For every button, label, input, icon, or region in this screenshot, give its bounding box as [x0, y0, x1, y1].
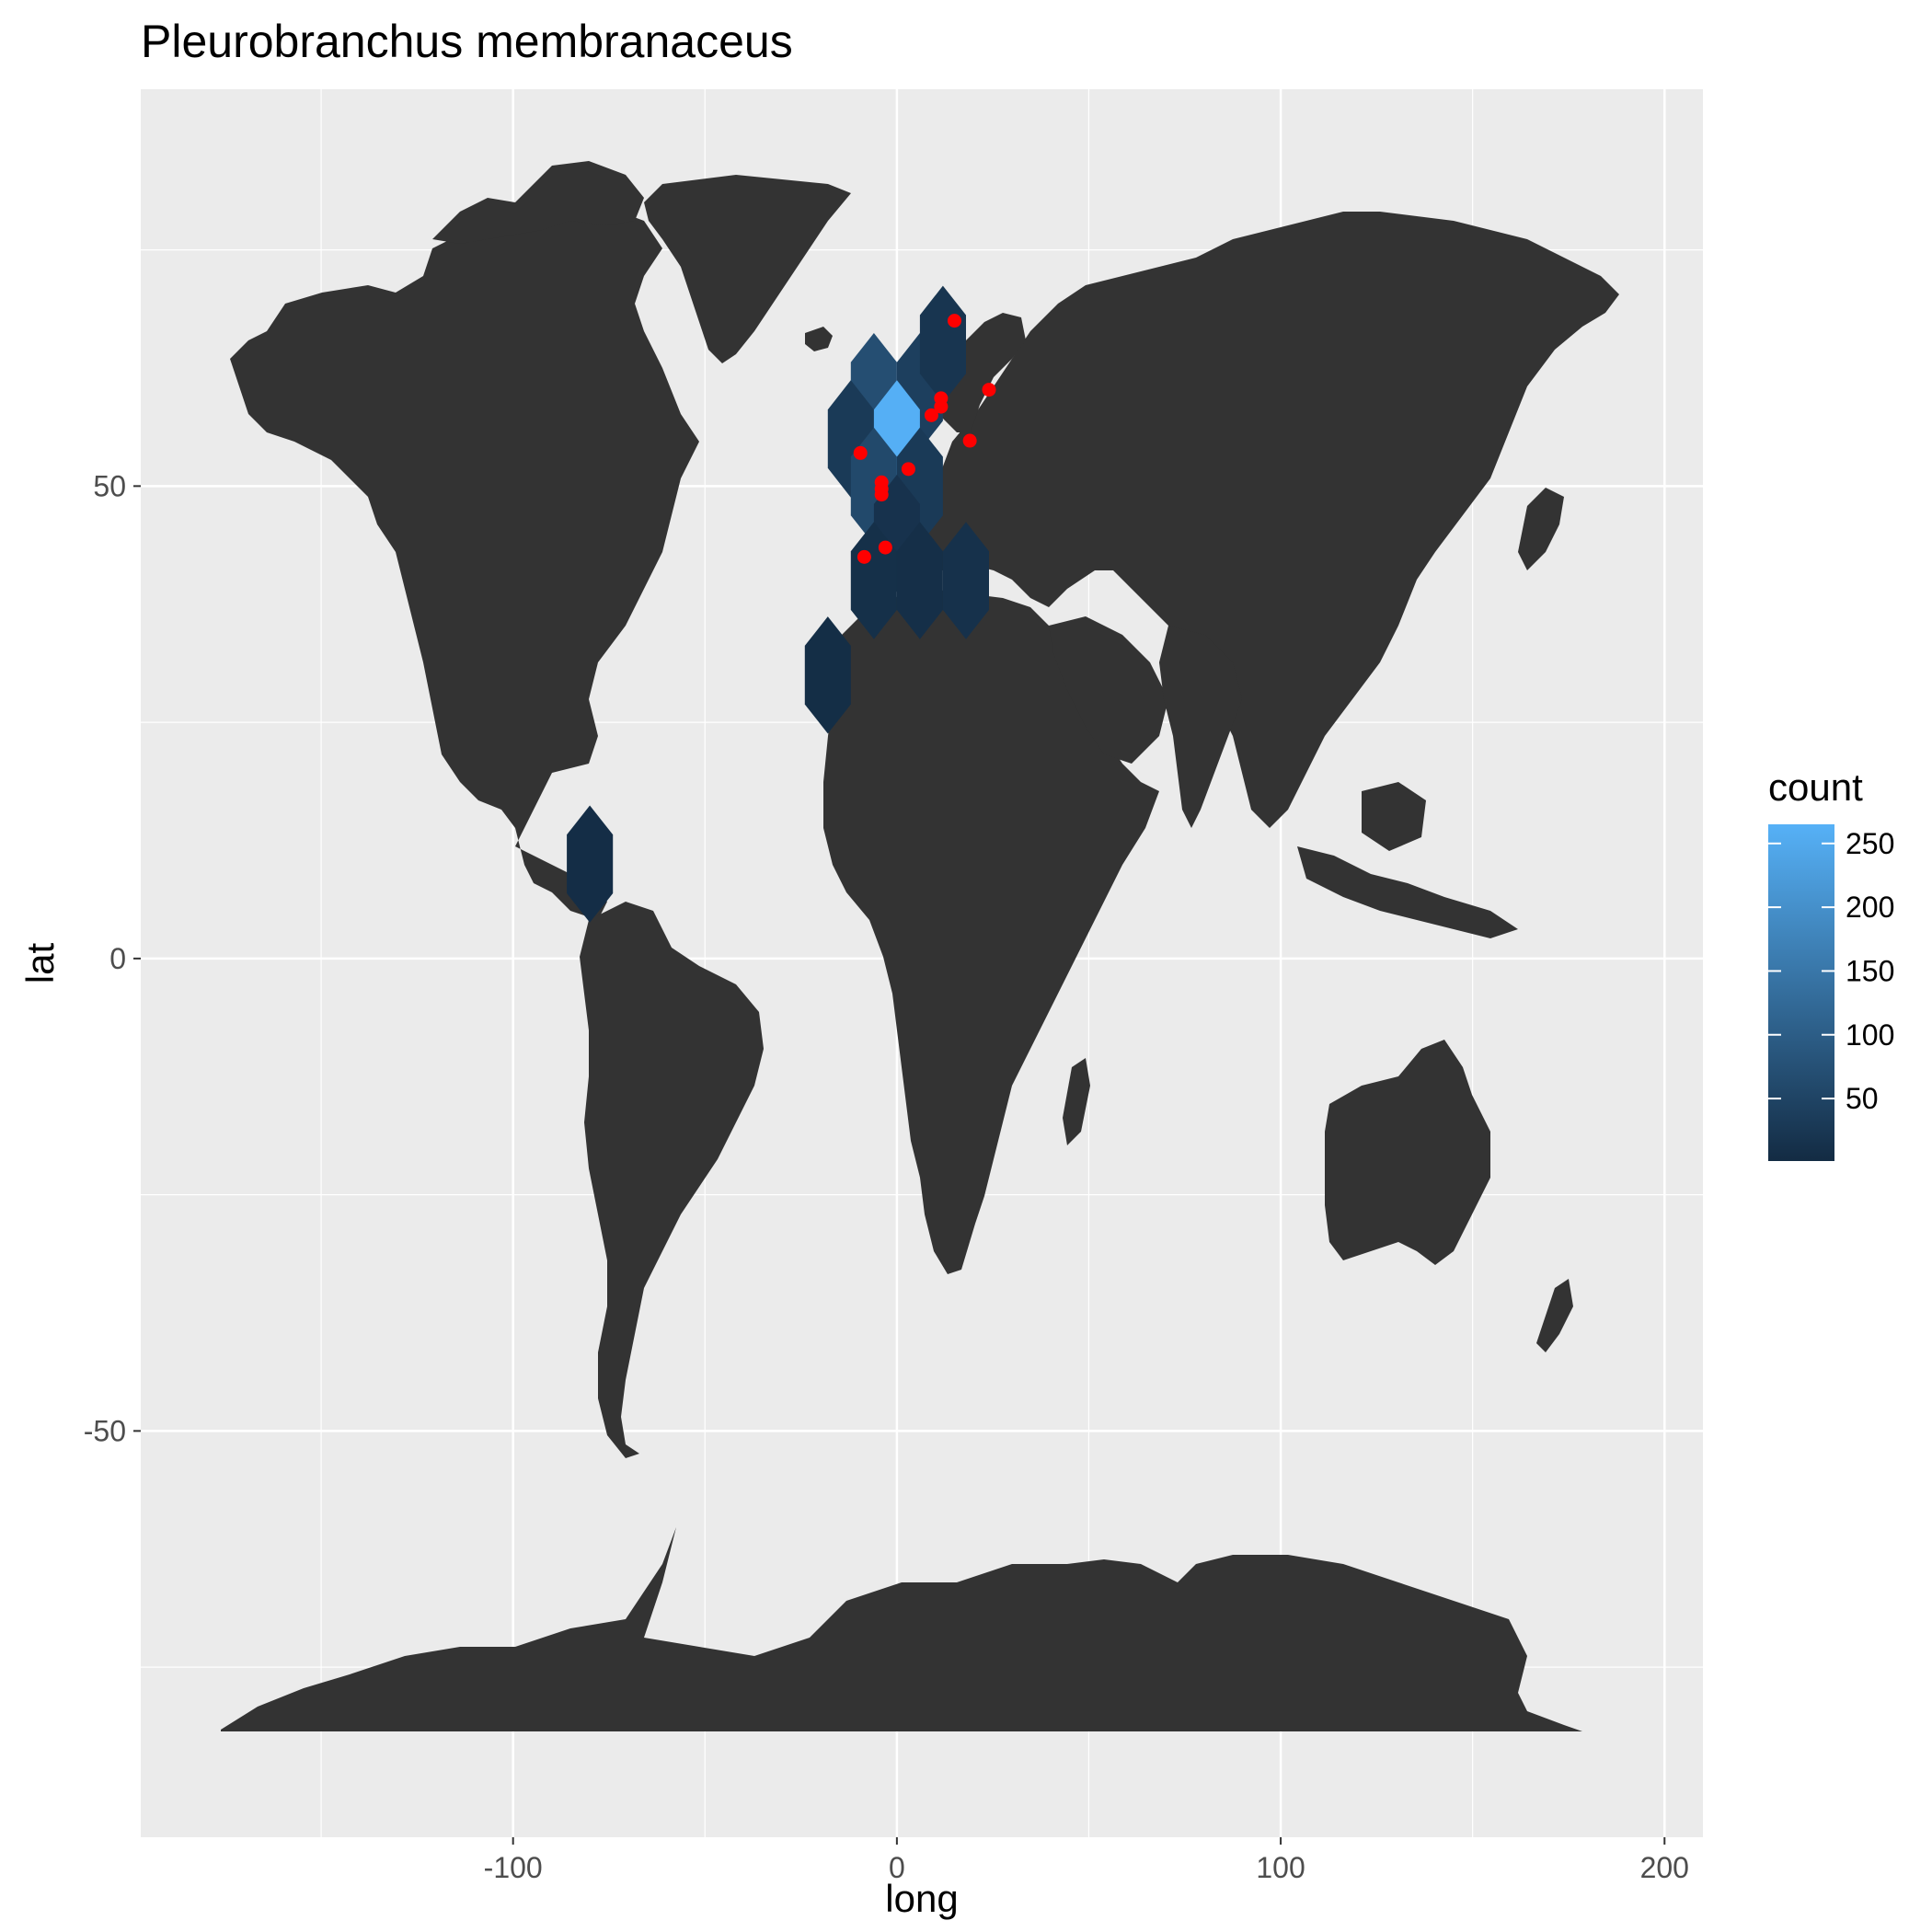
- x-tick-label: 0: [889, 1851, 905, 1884]
- hexbin: [804, 616, 851, 734]
- land-borneo: [1362, 782, 1426, 851]
- y-tick-label: -50: [84, 1414, 126, 1447]
- land-scandinavia: [929, 313, 1026, 432]
- hexbin: [942, 522, 989, 639]
- chart-title: Pleurobranchus membranaceus: [141, 16, 793, 67]
- legend-tick-label: 150: [1846, 954, 1894, 987]
- land-eurasia: [925, 212, 1619, 828]
- occurrence-point: [874, 488, 889, 502]
- land-south-america: [580, 902, 764, 1458]
- hexbin: [896, 522, 943, 639]
- legend-tick-label: 50: [1846, 1082, 1879, 1115]
- occurrence-point: [982, 383, 996, 397]
- land-australia: [1325, 1040, 1490, 1265]
- x-axis-ticks: -100 0 100 200: [484, 1837, 1689, 1884]
- occurrence-point: [853, 445, 868, 460]
- land-indonesia: [1297, 846, 1518, 938]
- land-north-america: [230, 207, 699, 920]
- land-japan: [1518, 488, 1564, 570]
- legend: count 50 100 150 200 250: [1768, 765, 1894, 1161]
- legend-ticks: 50 100 150 200 250: [1768, 827, 1894, 1115]
- legend-tick-label: 250: [1846, 827, 1894, 860]
- x-axis-label: long: [885, 1877, 958, 1920]
- occurrence-point: [934, 399, 949, 414]
- land-masses: [221, 161, 1619, 1731]
- occurrence-point: [878, 540, 892, 555]
- legend-tick-label: 200: [1846, 891, 1894, 924]
- y-axis-ticks: -50 0 50: [84, 469, 141, 1447]
- occurrence-point: [947, 314, 961, 328]
- land-new-zealand: [1536, 1279, 1573, 1352]
- land-madagascar: [1063, 1058, 1090, 1145]
- x-tick-label: 200: [1640, 1851, 1689, 1884]
- hexbin-layer: [567, 285, 989, 923]
- occurrence-point: [901, 462, 915, 477]
- hexbin: [567, 805, 614, 923]
- land-antarctica: [221, 1527, 1582, 1731]
- land-iceland: [805, 327, 833, 351]
- y-tick-label: 50: [93, 469, 126, 502]
- occurrence-point: [924, 408, 938, 422]
- land-arabia: [1049, 616, 1168, 764]
- x-tick-label: 100: [1256, 1851, 1305, 1884]
- land-canadian-arctic: [432, 161, 644, 244]
- y-tick-label: 0: [109, 942, 126, 975]
- legend-tick-label: 100: [1846, 1018, 1894, 1052]
- occurrence-point: [962, 433, 977, 448]
- occurrence-point: [857, 549, 871, 564]
- y-axis-label: lat: [18, 942, 62, 983]
- land-india: [1159, 626, 1242, 828]
- land-greenland: [644, 175, 851, 363]
- legend-colorbar: [1768, 824, 1834, 1161]
- occurrence-points: [853, 314, 996, 564]
- land-africa: [823, 589, 1159, 1274]
- x-tick-label: -100: [484, 1851, 543, 1884]
- legend-title: count: [1768, 765, 1863, 809]
